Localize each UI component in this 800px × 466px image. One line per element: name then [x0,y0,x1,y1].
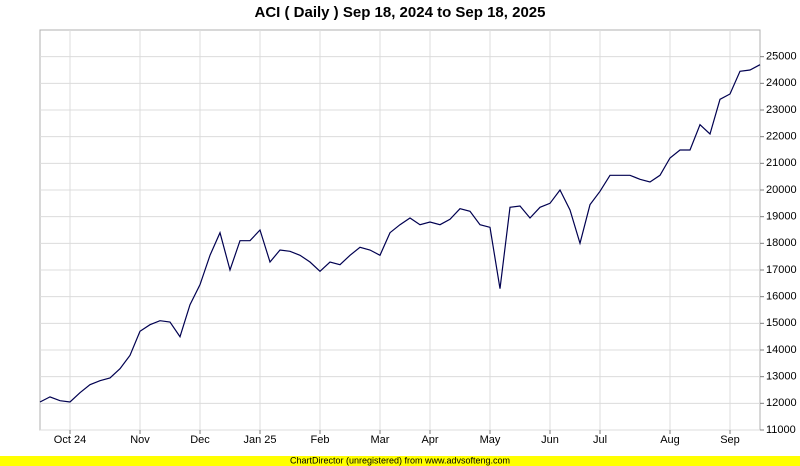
y-tick-label: 15000 [766,317,797,329]
y-tick-label: 16000 [766,291,797,303]
x-tick-label: Apr [421,434,438,446]
price-line [39,64,761,403]
y-tick-label: 25000 [766,51,797,63]
y-tick-label: 21000 [766,157,797,169]
chart-title: ACI ( Daily ) Sep 18, 2024 to Sep 18, 20… [255,4,546,21]
x-tick-label: Feb [311,434,330,446]
x-tick-label: Mar [371,434,390,446]
x-tick-label: Oct 24 [54,434,86,446]
y-tick-label: 14000 [766,344,797,356]
y-tick-label: 18000 [766,237,797,249]
plot-area [39,29,761,431]
x-tick-label: Jan 25 [243,434,276,446]
y-tick-label: 22000 [766,131,797,143]
y-tick-label: 11000 [766,424,796,436]
x-tick-label: May [480,434,501,446]
x-tick-label: Sep [720,434,740,446]
y-tick-label: 12000 [766,397,797,409]
footer: ChartDirector (unregistered) from www.ad… [290,455,510,465]
y-tick-label: 19000 [766,211,797,223]
x-tick-label: Aug [660,434,680,446]
x-tick-label: Nov [130,434,150,446]
y-tick-label: 13000 [766,371,797,383]
footer-bar [0,456,800,466]
x-tick-label: Dec [190,434,210,446]
x-tick-label: Jun [541,434,559,446]
x-tick-label: Jul [593,434,607,446]
y-tick-label: 23000 [766,104,797,116]
y-tick-label: 24000 [766,77,797,89]
y-tick-label: 20000 [766,184,797,196]
y-tick-label: 17000 [766,264,797,276]
